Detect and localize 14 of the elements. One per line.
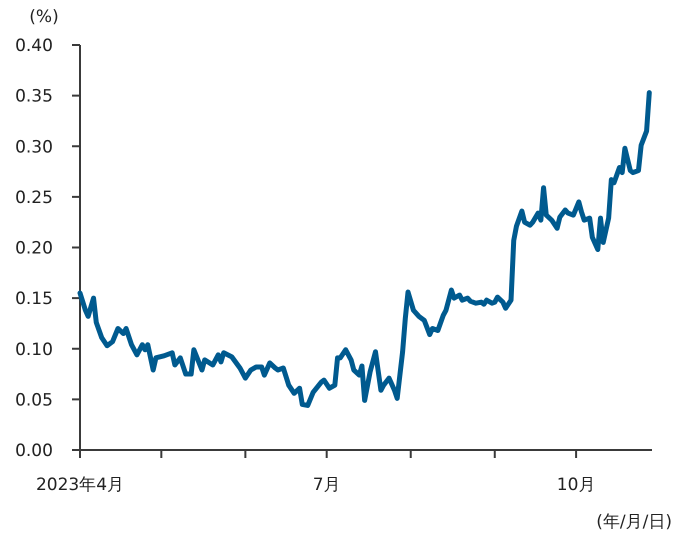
xtick: 10月 [556, 475, 596, 495]
ytick: 0.05 [15, 390, 53, 410]
ytick: 0.10 [15, 340, 53, 360]
ytick: 0.35 [15, 86, 53, 107]
y-axis-title: (%) [29, 7, 59, 27]
xtick: 2023年4月 [36, 475, 124, 495]
ytick: 0.00 [15, 441, 53, 461]
ytick: 0.30 [15, 137, 53, 158]
ytick: 0.20 [15, 238, 53, 258]
ytick: 0.25 [15, 188, 53, 208]
ytick: 0.40 [15, 36, 53, 56]
x-axis-title: (年/月/日) [596, 512, 672, 532]
xtick: 7月 [312, 475, 341, 495]
ytick: 0.15 [15, 289, 53, 310]
